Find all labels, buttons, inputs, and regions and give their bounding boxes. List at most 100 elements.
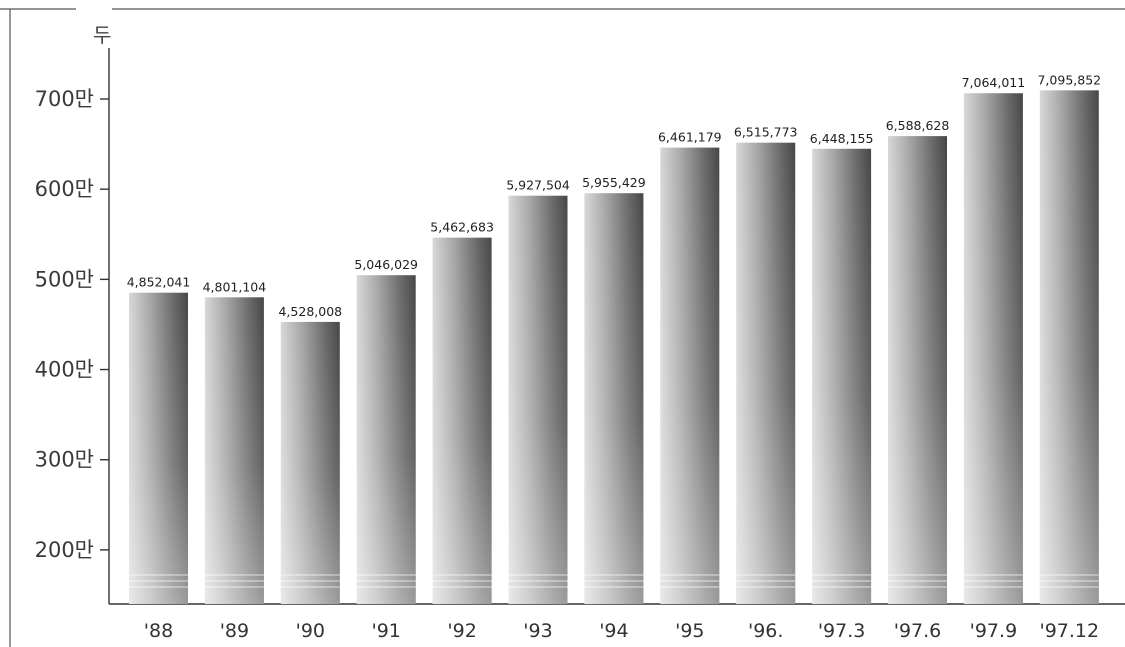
bar-stripe	[356, 574, 416, 576]
x-tick-label: '96.	[748, 620, 783, 642]
x-tick-label: '97.12	[1039, 620, 1099, 642]
bar-stripe	[1039, 580, 1099, 582]
y-tick-label: 400만	[35, 358, 94, 382]
bar-stripe	[963, 574, 1023, 576]
bar-value-label: 6,448,155	[810, 131, 874, 146]
x-tick-label: '94	[599, 620, 628, 642]
bar-shade	[1039, 90, 1099, 604]
bar-stripe	[660, 586, 720, 588]
bar-group: 4,528,008	[278, 304, 342, 604]
bar-value-label: 5,046,029	[354, 257, 418, 272]
bar-group: 6,448,155	[810, 131, 874, 604]
bar-stripe	[280, 586, 340, 588]
bar-value-label: 4,801,104	[203, 279, 267, 294]
bar-stripe	[204, 580, 264, 582]
x-tick-label: '88	[144, 620, 173, 642]
bar-stripe	[736, 574, 796, 576]
bar-stripe	[584, 586, 644, 588]
bar-stripe	[584, 574, 644, 576]
bar-stripe	[432, 580, 492, 582]
bar-value-label: 7,064,011	[962, 75, 1026, 90]
y-tick-label: 600만	[35, 177, 94, 201]
bar-group: 7,064,011	[962, 75, 1026, 605]
bar-stripe	[736, 586, 796, 588]
bar-stripe	[204, 574, 264, 576]
bar-group: 6,515,773	[734, 125, 798, 604]
x-tick-label: '97.9	[970, 620, 1018, 642]
bar-shade	[432, 237, 492, 604]
bar-stripe	[129, 586, 188, 588]
bar-value-label: 6,588,628	[886, 118, 950, 133]
x-tick-labels: '88 '89 '90 '91 '92 '93 '94 '95 '96. '97.3 '97.6 '9…	[144, 620, 1099, 642]
bar-group: 6,588,628	[886, 118, 950, 605]
x-tick-label: '93	[523, 620, 552, 642]
y-ticks: 200만 300만 400만 500만 600만 700만	[35, 87, 109, 562]
bar-stripe	[812, 586, 872, 588]
bar-shade	[888, 136, 947, 605]
bar-stripe	[129, 574, 188, 576]
bar-value-label: 5,955,429	[582, 175, 646, 190]
bar-stripe	[1039, 586, 1099, 588]
bar-shade	[356, 275, 416, 604]
bar-stripe	[660, 580, 720, 582]
bar-stripe	[356, 586, 416, 588]
x-tick-label: '97.3	[818, 620, 866, 642]
bar-stripe	[888, 586, 947, 588]
bar-group: 5,046,029	[354, 257, 418, 604]
x-tick-label: '89	[220, 620, 249, 642]
x-tick-label: '91	[371, 620, 400, 642]
bar-shade	[508, 195, 568, 604]
bar-stripe	[204, 586, 264, 588]
bar-group: 7,095,852	[1037, 72, 1101, 604]
bar-shade	[812, 148, 872, 604]
bar-group: 4,852,041	[127, 275, 191, 604]
bar-stripe	[660, 574, 720, 576]
bar-value-label: 4,528,008	[278, 304, 342, 319]
bar-shade	[660, 147, 720, 605]
y-unit-label: 두	[93, 23, 111, 47]
bar-value-label: 5,927,504	[506, 178, 570, 193]
bar-stripe	[963, 580, 1023, 582]
bar-stripe	[888, 580, 947, 582]
bar-stripe	[129, 580, 188, 582]
bar-shade	[280, 321, 340, 604]
bar-shade	[963, 93, 1023, 605]
bar-shade	[736, 142, 796, 604]
bar-group: 4,801,104	[203, 279, 267, 604]
y-tick-label: 200만	[35, 538, 94, 562]
bar-shade	[204, 297, 264, 604]
bar-shade	[584, 193, 644, 604]
bar-group: 6,461,179	[658, 130, 722, 605]
bar-stripe	[584, 580, 644, 582]
bar-group: 5,927,504	[506, 178, 570, 604]
bar-stripe	[812, 580, 872, 582]
x-tick-label: '90	[296, 620, 325, 642]
bar-value-label: 4,852,041	[127, 275, 191, 290]
bar-stripe	[1039, 574, 1099, 576]
y-tick-label: 500만	[35, 267, 94, 291]
bar-value-label: 6,461,179	[658, 130, 722, 145]
bar-stripe	[280, 580, 340, 582]
bar-stripe	[888, 574, 947, 576]
bar-stripe	[736, 580, 796, 582]
bar-shade	[129, 292, 188, 604]
bar-stripe	[432, 586, 492, 588]
bar-value-label: 7,095,852	[1037, 72, 1101, 87]
bar-value-label: 6,515,773	[734, 125, 798, 140]
bar-group: 5,955,429	[582, 175, 646, 604]
y-tick-label: 700만	[35, 87, 94, 111]
bar-stripe	[812, 574, 872, 576]
x-tick-label: '92	[447, 620, 476, 642]
bar-stripe	[508, 574, 568, 576]
bars: 4,852,041 4,801,104 4,528,008 5,046,029 5,46…	[127, 72, 1101, 605]
bar-stripe	[508, 580, 568, 582]
bar-stripe	[356, 580, 416, 582]
bar-stripe	[963, 586, 1023, 588]
y-tick-label: 300만	[35, 448, 94, 472]
bar-value-label: 5,462,683	[430, 220, 494, 235]
bar-stripe	[508, 586, 568, 588]
x-tick-label: '95	[675, 620, 704, 642]
bar-group: 5,462,683	[430, 220, 494, 604]
bar-stripe	[432, 574, 492, 576]
